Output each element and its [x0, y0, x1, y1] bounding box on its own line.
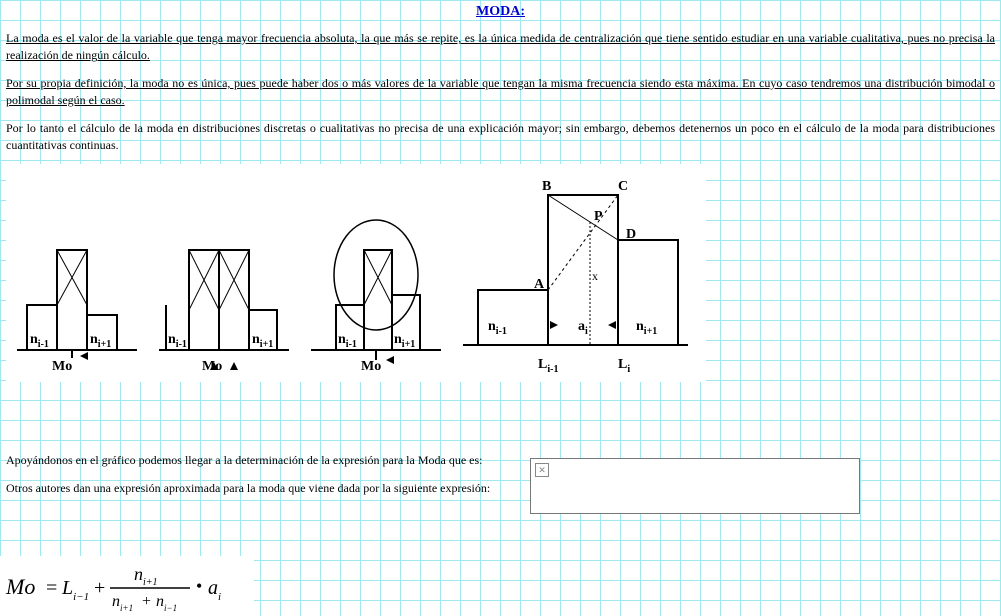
formula-placeholder-box: ✕: [530, 458, 860, 514]
svg-text:ni-1: ni-1: [338, 332, 357, 350]
svg-text:ni+1: ni+1: [252, 332, 273, 350]
svg-text:x: x: [592, 269, 598, 283]
svg-text:•: •: [196, 576, 202, 596]
svg-text:ni−1: ni−1: [156, 593, 177, 613]
diagram-row: ni-1 ni+1 Mo ni-1 ni+1 Mo: [6, 164, 706, 382]
svg-text:P: P: [594, 209, 603, 224]
graphic-support-paragraph: Apoyándonos en el gráfico podemos llegar…: [6, 452, 526, 469]
svg-text:ni-1: ni-1: [488, 319, 507, 337]
svg-text:+: +: [142, 593, 151, 610]
broken-image-icon: ✕: [535, 463, 549, 477]
svg-text:Mo: Mo: [52, 359, 72, 374]
svg-text:C: C: [618, 179, 628, 194]
svg-text:ni+1: ni+1: [394, 332, 415, 350]
svg-text:ni+1: ni+1: [112, 593, 133, 613]
svg-text:ai: ai: [578, 319, 588, 337]
svg-text:ai: ai: [208, 577, 221, 603]
svg-text:Mo: Mo: [361, 359, 381, 374]
svg-text:ni+1: ni+1: [636, 319, 657, 337]
svg-text:Mo: Mo: [5, 574, 35, 599]
uniqueness-paragraph: Por su propia definición, la moda no es …: [6, 75, 995, 110]
svg-text:ni-1: ni-1: [30, 332, 49, 350]
continuous-paragraph: Por lo tanto el cálculo de la moda en di…: [6, 120, 995, 155]
formula-mo: Mo = Li−1 + ni+1 ni+1 + ni−1 • ai: [0, 556, 254, 616]
svg-text:Li-1: Li-1: [538, 357, 558, 375]
svg-text:Li−1: Li−1: [61, 577, 89, 603]
histogram-bimodal: ni-1 ni+1 Mo: [148, 204, 300, 382]
svg-text:+: +: [94, 577, 105, 599]
svg-text:Li: Li: [618, 357, 630, 375]
svg-text:B: B: [542, 179, 551, 194]
definition-paragraph: La moda es el valor de la variable que t…: [6, 30, 995, 65]
svg-text:=: =: [46, 577, 57, 599]
svg-text:D: D: [626, 227, 636, 242]
svg-text:ni+1: ni+1: [90, 332, 111, 350]
geometric-diagram: B C D A P x ai ni-1 ni+1 Li-1 Li: [452, 164, 704, 382]
page-title: MODA:: [6, 4, 995, 20]
histogram-unimodal: ni-1 ni+1 Mo: [6, 204, 148, 382]
svg-text:ni-1: ni-1: [168, 332, 187, 350]
histogram-ellipse: ni-1 ni+1 Mo: [300, 204, 452, 382]
svg-text:A: A: [534, 277, 545, 292]
svg-text:ni+1: ni+1: [134, 564, 158, 588]
